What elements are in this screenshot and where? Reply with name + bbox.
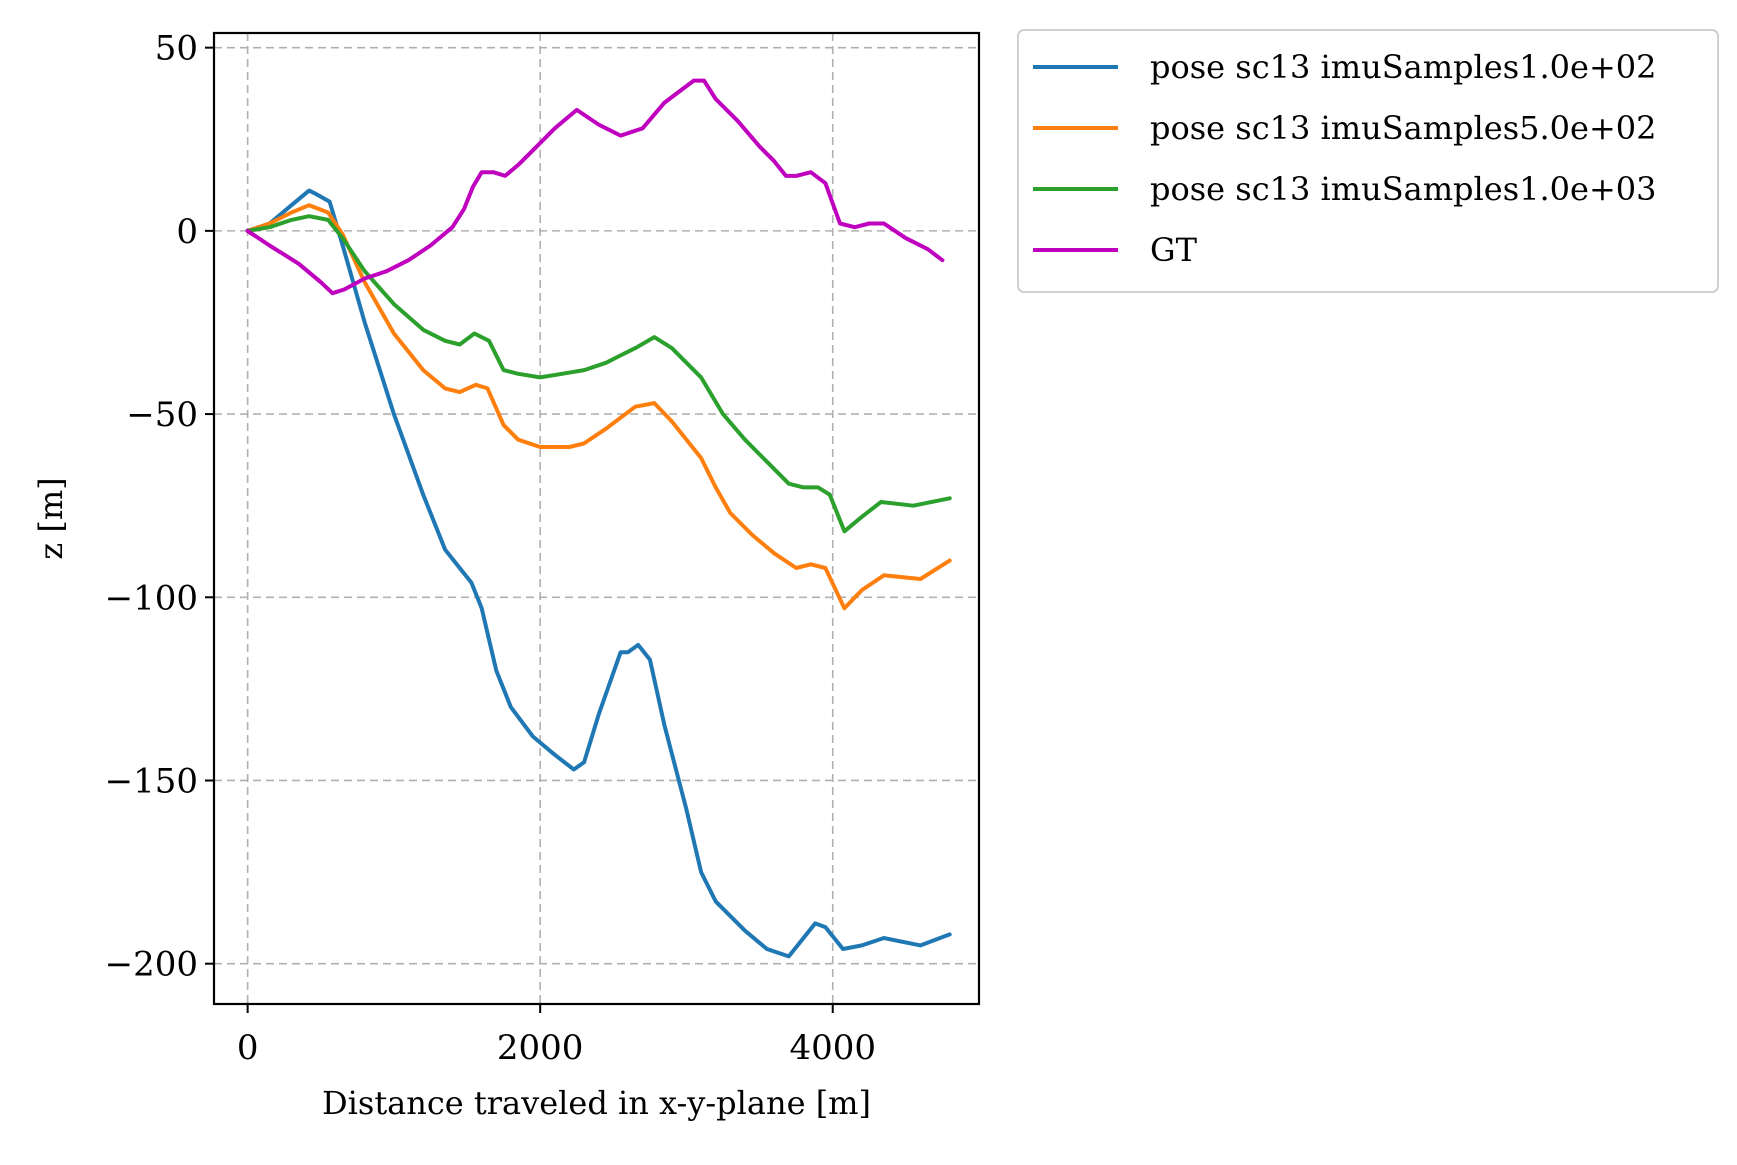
legend-label: pose sc13 imuSamples1.0e+03 bbox=[1150, 170, 1656, 208]
y-tick-label: −150 bbox=[105, 761, 198, 801]
plot-frame bbox=[212, 31, 981, 1006]
legend-label: GT bbox=[1150, 231, 1198, 269]
x-tick-label: 0 bbox=[237, 1028, 259, 1068]
series-line bbox=[245, 203, 952, 611]
legend-label: pose sc13 imuSamples5.0e+02 bbox=[1150, 109, 1656, 147]
y-axis-ticks: 50 0 −50 −100 −150 −200 bbox=[105, 29, 214, 985]
legend-box bbox=[1017, 29, 1719, 293]
x-tick-label: 4000 bbox=[789, 1028, 876, 1068]
series-line bbox=[245, 214, 952, 534]
grid bbox=[214, 33, 979, 1004]
x-axis-label: Distance traveled in x-y-plane [m] bbox=[322, 1084, 871, 1122]
y-tick-label: −50 bbox=[126, 395, 198, 435]
y-tick-label: −100 bbox=[105, 578, 198, 618]
legend: pose sc13 imuSamples1.0e+02 pose sc13 imu… bbox=[1017, 29, 1719, 293]
series-lines bbox=[245, 78, 952, 959]
x-tick-label: 2000 bbox=[497, 1028, 584, 1068]
y-tick-label: 50 bbox=[155, 29, 198, 69]
series-line bbox=[245, 78, 945, 296]
y-tick-label: 0 bbox=[176, 212, 198, 252]
y-tick-label: −200 bbox=[105, 945, 198, 985]
x-axis-ticks: 0 2000 4000 bbox=[237, 1004, 876, 1068]
legend-label: pose sc13 imuSamples1.0e+02 bbox=[1150, 48, 1656, 86]
y-axis-label: z [m] bbox=[32, 477, 70, 559]
series-line bbox=[245, 188, 952, 959]
